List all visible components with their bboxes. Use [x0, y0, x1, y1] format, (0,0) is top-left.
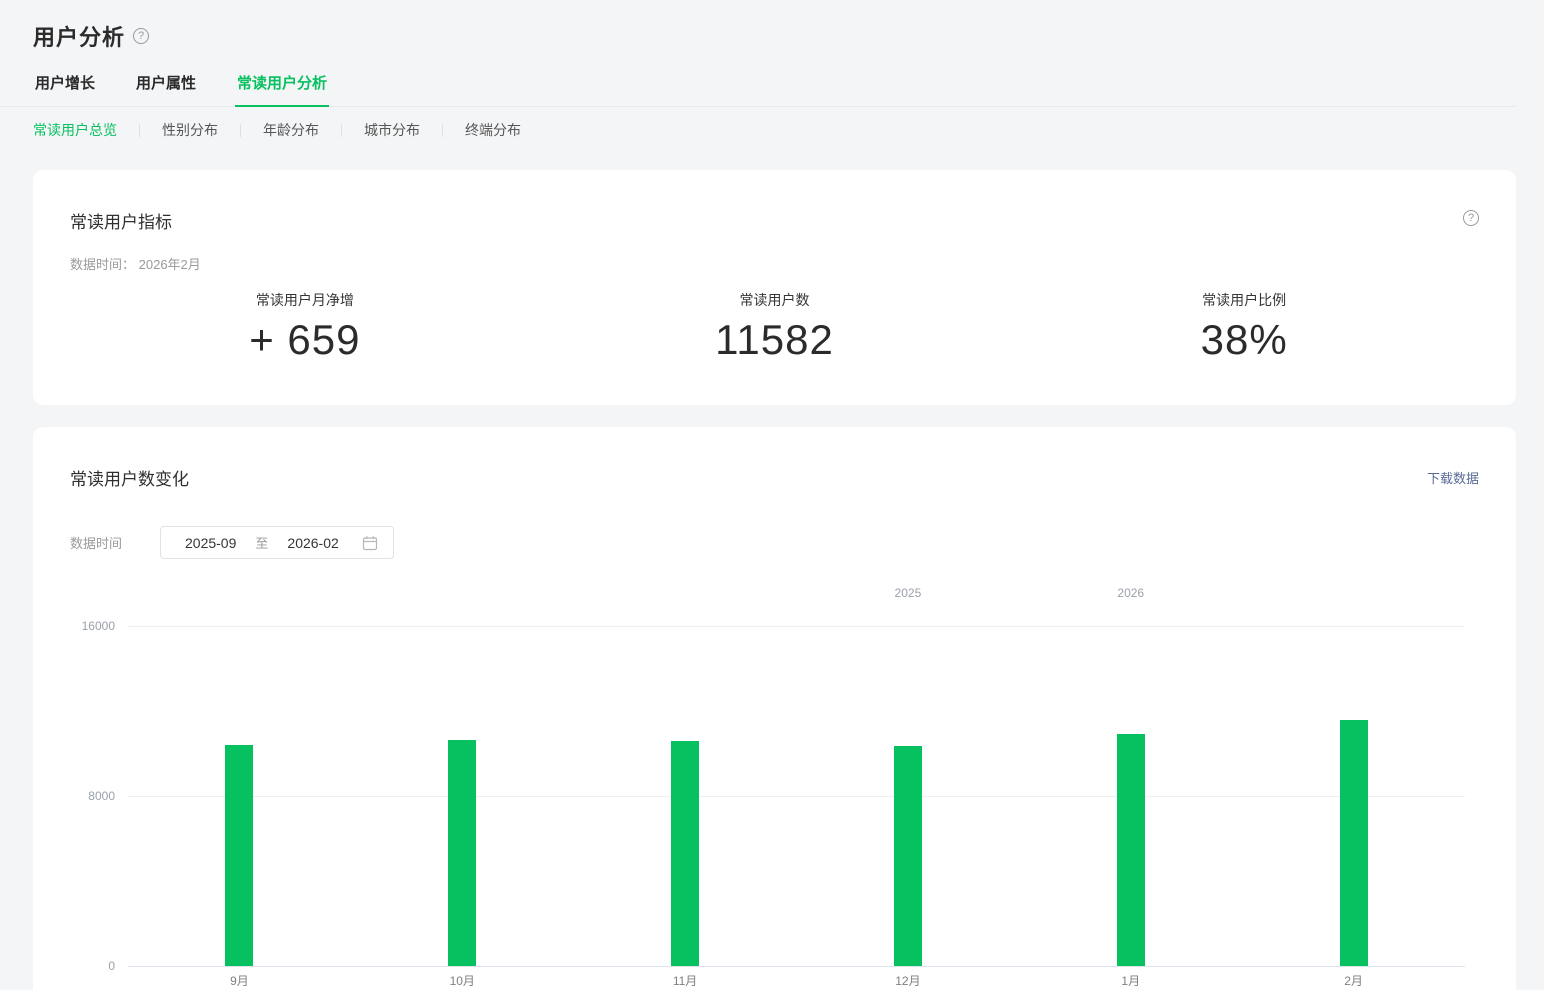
- metric-label: 常读用户数: [739, 292, 810, 308]
- date-range-separator: 至: [255, 536, 269, 551]
- regular-reader-bar-chart: 0 8000 16000 9月 10月 11月 12月 1月 2月 2025 2026: [70, 581, 1478, 990]
- help-icon[interactable]: ?: [1463, 210, 1479, 226]
- bar-1月[interactable]: [1116, 734, 1145, 966]
- divider: [139, 123, 140, 137]
- subtab-gender-distribution[interactable]: 性别分布: [162, 122, 218, 138]
- x-axis-tick-label: 12月: [895, 974, 921, 988]
- bar-10月[interactable]: [448, 740, 477, 966]
- year-label: 2026: [1117, 586, 1145, 600]
- chart-card-header: 常读用户数变化 下载数据: [70, 465, 1479, 490]
- download-data-link[interactable]: 下载数据: [1426, 471, 1479, 486]
- x-axis-tick-label: 1月: [1121, 974, 1141, 988]
- metric-regular-reader-count: 常读用户数 11582: [540, 290, 1010, 364]
- page-header: 用户分析 ?: [33, 20, 1516, 52]
- regular-reader-trend-card: 常读用户数变化 下载数据 数据时间 2025-09 至 2026-02 0: [33, 427, 1516, 990]
- bar-11月[interactable]: [671, 741, 700, 966]
- calendar-icon: [362, 535, 378, 551]
- metric-value: 11582: [715, 316, 834, 363]
- metric-monthly-net-increase: 常读用户月净增 + 659: [70, 290, 540, 364]
- metrics-card-title: 常读用户指标: [70, 213, 172, 232]
- y-axis-tick-label: 8000: [88, 789, 115, 803]
- metric-value: 38%: [1200, 316, 1288, 363]
- divider: [341, 123, 342, 137]
- date-to-value: 2026-02: [287, 534, 339, 551]
- tab-user-attributes[interactable]: 用户属性: [136, 75, 197, 92]
- year-label: 2025: [894, 586, 922, 600]
- divider: [442, 123, 443, 137]
- metrics-row: 常读用户月净增 + 659 常读用户数 11582 常读用户比例 38%: [70, 290, 1479, 364]
- metric-value: + 659: [249, 316, 361, 363]
- regular-reader-metrics-card: 常读用户指标 ? 数据时间： 2026年2月 常读用户月净增 + 659 常读用…: [33, 170, 1516, 405]
- page-title: 用户分析: [33, 25, 126, 50]
- divider: [240, 123, 241, 137]
- help-icon[interactable]: ?: [133, 28, 150, 44]
- tab-bar: 用户增长 用户属性 常读用户分析: [0, 72, 1516, 107]
- x-axis-tick-label: 11月: [672, 974, 698, 988]
- bar-12月[interactable]: [893, 746, 922, 966]
- x-axis-line: [128, 966, 1465, 967]
- subtab-regular-reader-overview[interactable]: 常读用户总览: [33, 122, 117, 138]
- subtab-terminal-distribution[interactable]: 终端分布: [465, 122, 521, 138]
- tab-user-growth[interactable]: 用户增长: [35, 75, 96, 92]
- x-axis-tick-label: 2月: [1344, 974, 1363, 988]
- tab-regular-reader-analysis[interactable]: 常读用户分析: [235, 72, 330, 107]
- x-axis-tick-label: 10月: [449, 974, 475, 988]
- metric-label: 常读用户月净增: [255, 292, 354, 308]
- chart-controls: 数据时间 2025-09 至 2026-02: [70, 526, 1479, 559]
- data-time-label: 数据时间：: [70, 257, 136, 272]
- subtab-bar: 常读用户总览 性别分布 年龄分布 城市分布 终端分布: [33, 120, 1516, 140]
- bar-2月[interactable]: [1339, 720, 1368, 966]
- y-axis-tick-label: 16000: [81, 619, 115, 633]
- x-axis-tick-label: 9月: [230, 974, 249, 988]
- gridline: [128, 796, 1465, 797]
- date-from-value: 2025-09: [185, 534, 237, 551]
- data-time: 数据时间： 2026年2月: [70, 254, 1479, 273]
- date-range-label: 数据时间: [70, 536, 123, 551]
- subtab-city-distribution[interactable]: 城市分布: [364, 122, 420, 138]
- metric-label: 常读用户比例: [1202, 292, 1287, 308]
- y-axis-tick-label: 0: [108, 959, 115, 973]
- date-range-picker[interactable]: 2025-09 至 2026-02: [160, 526, 394, 559]
- chart-card-title: 常读用户数变化: [70, 470, 189, 489]
- metric-regular-reader-ratio: 常读用户比例 38%: [1009, 290, 1479, 364]
- subtab-age-distribution[interactable]: 年龄分布: [263, 122, 319, 138]
- gridline: [128, 626, 1465, 627]
- data-time-value: 2026年2月: [138, 257, 201, 272]
- bar-9月[interactable]: [225, 745, 254, 966]
